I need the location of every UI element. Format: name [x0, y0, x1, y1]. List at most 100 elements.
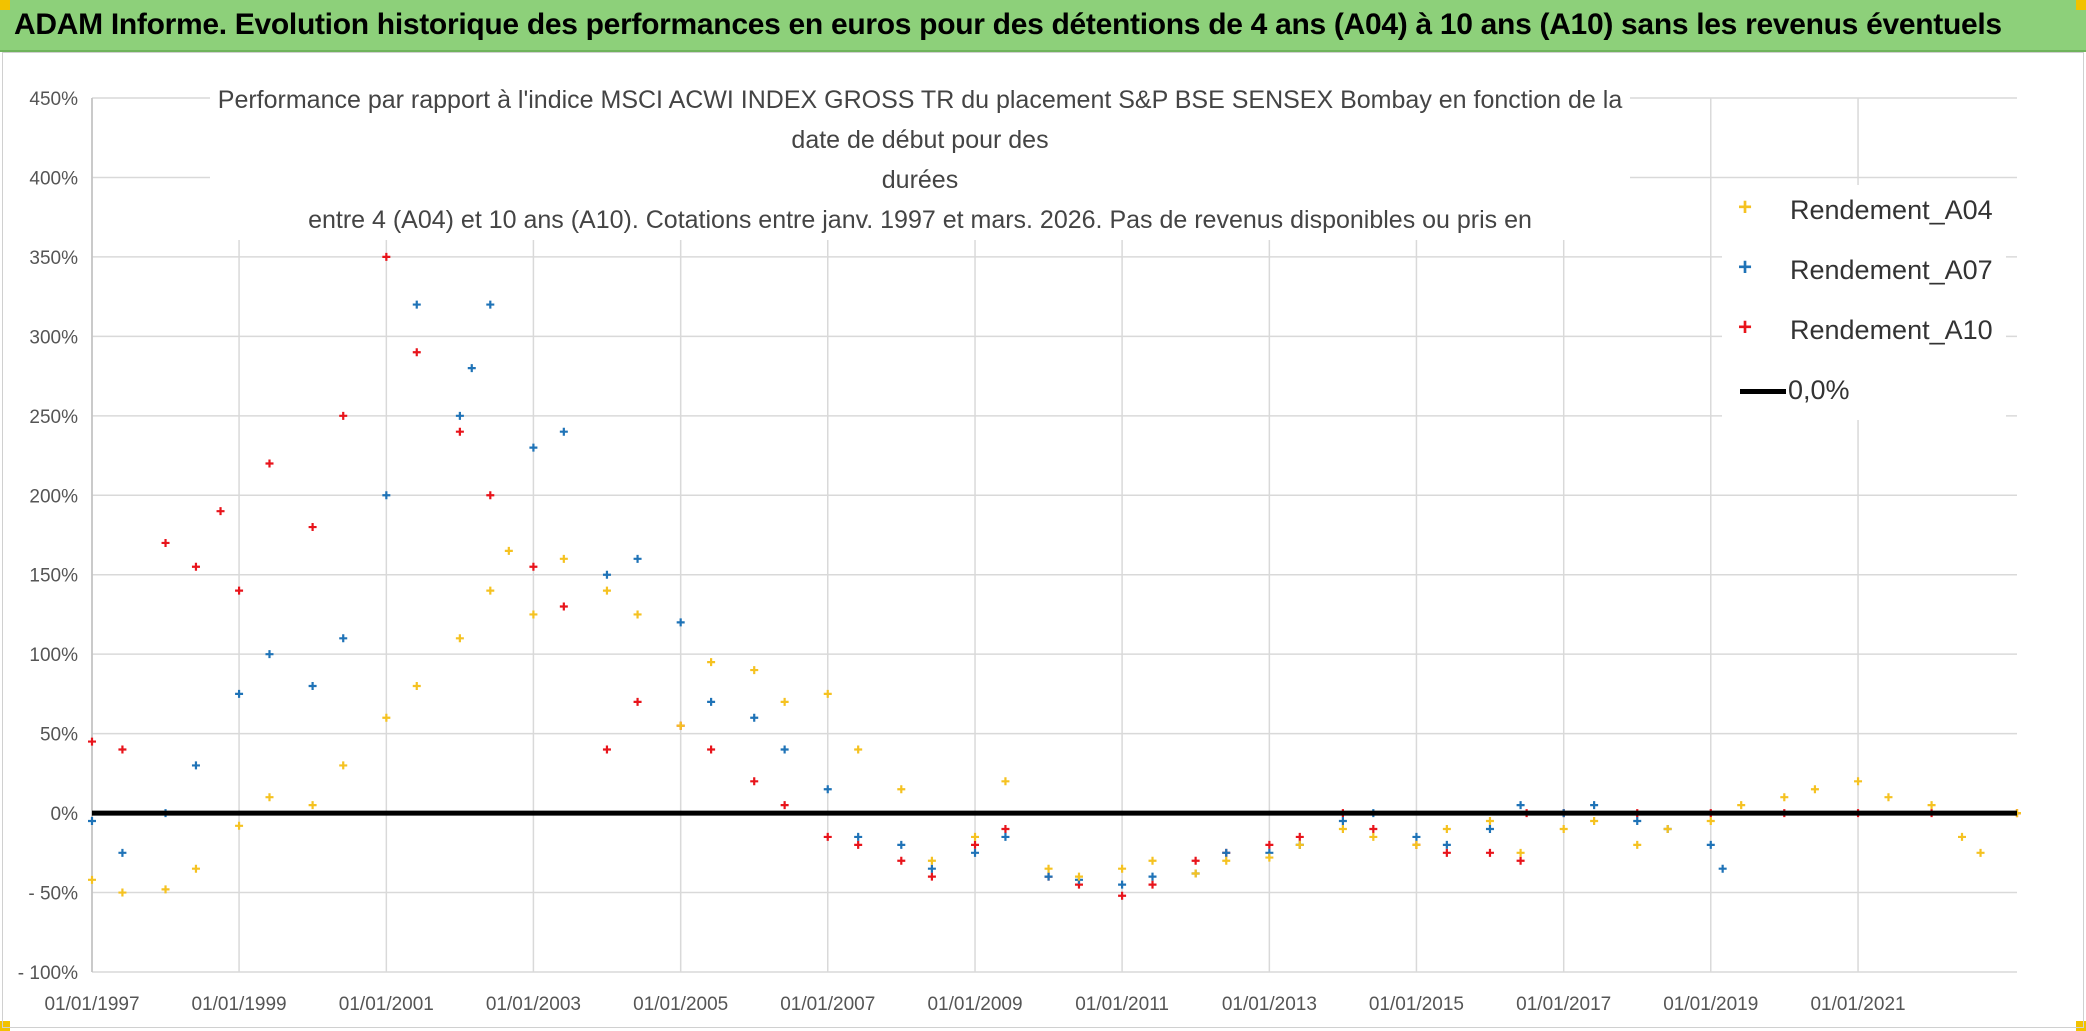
legend-label: 0,0%	[1788, 375, 1850, 405]
data-point	[412, 348, 421, 357]
data-point	[1338, 824, 1347, 833]
data-point	[529, 443, 538, 452]
data-point	[191, 562, 200, 571]
report-title: ADAM Informe. Evolution historique des p…	[14, 8, 2002, 41]
data-point	[1706, 840, 1715, 849]
data-point	[1590, 817, 1599, 826]
x-tick-label: 01/01/2021	[1810, 994, 1905, 1015]
data-point	[1191, 869, 1200, 878]
legend-item-zero: 0,0%	[1722, 370, 2006, 410]
x-tick-label: 01/01/2011	[1075, 994, 1169, 1015]
data-point	[161, 885, 170, 894]
data-point	[897, 840, 906, 849]
data-point	[971, 848, 980, 857]
data-point	[412, 681, 421, 690]
data-point	[1663, 824, 1672, 833]
legend-label: Rendement_A07	[1790, 255, 1993, 285]
data-point	[1412, 832, 1421, 841]
data-point	[1118, 891, 1127, 900]
data-point	[1590, 801, 1599, 810]
line-marker-icon	[1740, 389, 1786, 394]
data-point	[854, 745, 863, 754]
data-point	[339, 761, 348, 770]
data-point	[308, 523, 317, 532]
data-point	[707, 745, 716, 754]
data-point	[823, 785, 832, 794]
x-tick-label: 01/01/1997	[44, 994, 139, 1015]
chart-title-line: entre 4 (A04) et 10 ans (A10). Cotations…	[308, 206, 1532, 234]
y-tick-label: 400%	[29, 168, 78, 189]
plus-marker-icon: +	[1738, 194, 1753, 221]
data-point	[971, 840, 980, 849]
data-point	[1001, 832, 1010, 841]
data-point	[486, 491, 495, 500]
data-point	[382, 491, 391, 500]
data-point	[633, 697, 642, 706]
legend-label: Rendement_A04	[1790, 195, 1993, 225]
data-point	[750, 666, 759, 675]
data-point	[1369, 832, 1378, 841]
data-point	[1074, 872, 1083, 881]
data-point	[235, 689, 244, 698]
data-point	[676, 618, 685, 627]
data-point	[1633, 817, 1642, 826]
data-point	[1706, 817, 1715, 826]
data-point	[1044, 864, 1053, 873]
data-point	[676, 721, 685, 730]
y-tick-label: 50%	[40, 725, 78, 746]
data-point	[1485, 848, 1494, 857]
data-point	[1442, 848, 1451, 857]
data-point	[339, 411, 348, 420]
data-point	[780, 697, 789, 706]
data-point	[780, 745, 789, 754]
data-point	[1222, 848, 1231, 857]
data-point	[1810, 785, 1819, 794]
data-point	[1485, 817, 1494, 826]
y-tick-label: 350%	[29, 248, 78, 269]
legend-item-a04: + Rendement_A04	[1722, 190, 2006, 230]
y-tick-label: 150%	[29, 566, 78, 587]
data-point	[412, 300, 421, 309]
data-point	[602, 745, 611, 754]
data-point	[455, 427, 464, 436]
data-point	[971, 832, 980, 841]
x-tick-label: 01/01/2001	[339, 994, 434, 1015]
y-tick-label: - 50%	[28, 884, 78, 905]
data-point	[897, 785, 906, 794]
data-point	[1718, 864, 1727, 873]
data-point	[88, 817, 96, 826]
chart-title-line: durées	[881, 166, 959, 194]
data-point	[1001, 777, 1010, 786]
data-point	[633, 610, 642, 619]
data-point	[529, 610, 538, 619]
data-point	[1191, 856, 1200, 865]
data-point	[927, 864, 936, 873]
data-point	[118, 745, 127, 754]
y-tick-label: - 100%	[18, 963, 78, 984]
data-point	[504, 546, 513, 555]
data-point	[529, 562, 538, 571]
x-tick-label: 01/01/1999	[192, 994, 287, 1015]
data-point	[308, 681, 317, 690]
data-point	[382, 252, 391, 261]
y-tick-label: 450%	[29, 89, 78, 110]
data-point	[339, 634, 348, 643]
x-tick-label: 01/01/2005	[633, 994, 728, 1015]
legend-item-a07: + Rendement_A07	[1722, 250, 2006, 290]
data-point	[1148, 880, 1157, 889]
data-point	[823, 832, 832, 841]
x-tick-label: 01/01/2015	[1369, 994, 1464, 1015]
data-point	[1737, 801, 1746, 810]
y-tick-label: 300%	[29, 327, 78, 348]
data-point	[559, 602, 568, 611]
data-point	[161, 538, 170, 547]
data-point	[707, 697, 716, 706]
plus-marker-icon: +	[1738, 254, 1753, 281]
data-point	[1854, 777, 1863, 786]
data-point	[1295, 832, 1304, 841]
data-point	[897, 856, 906, 865]
data-point	[118, 848, 127, 857]
data-point	[707, 658, 716, 667]
data-point	[216, 507, 225, 516]
